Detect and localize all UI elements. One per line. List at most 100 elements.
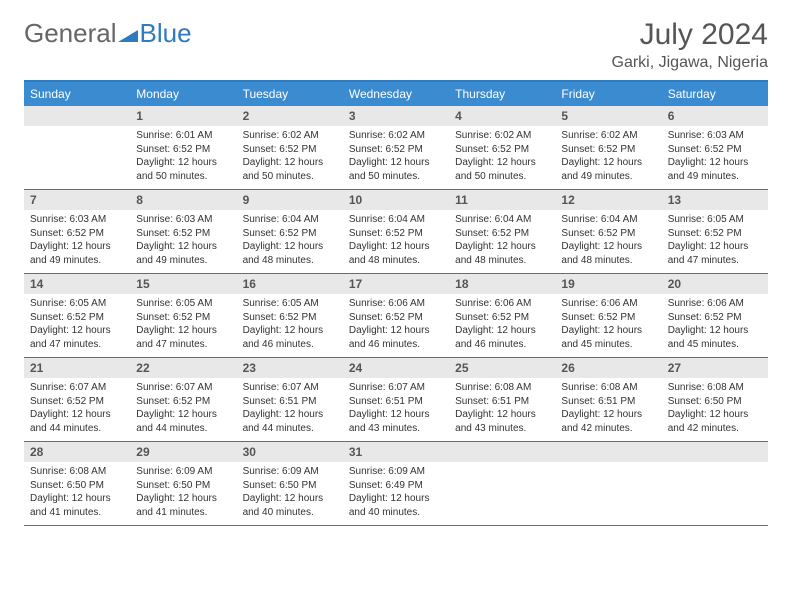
sunrise-text: Sunrise: 6:02 AM [561,129,655,143]
sunrise-text: Sunrise: 6:02 AM [349,129,443,143]
sunset-text: Sunset: 6:52 PM [668,143,762,157]
sunset-text: Sunset: 6:52 PM [30,395,124,409]
day-number: 11 [449,190,555,210]
page-header: General Blue July 2024 Garki, Jigawa, Ni… [24,18,768,72]
daylight-text: Daylight: 12 hours and 49 minutes. [30,240,124,267]
sunrise-text: Sunrise: 6:06 AM [668,297,762,311]
day-cell: Sunrise: 6:06 AMSunset: 6:52 PMDaylight:… [555,294,661,357]
day-cell [662,462,768,525]
day-number: 20 [662,274,768,294]
daylight-text: Daylight: 12 hours and 48 minutes. [561,240,655,267]
sunset-text: Sunset: 6:51 PM [455,395,549,409]
day-cell: Sunrise: 6:05 AMSunset: 6:52 PMDaylight:… [24,294,130,357]
sunset-text: Sunset: 6:52 PM [136,143,230,157]
daylight-text: Daylight: 12 hours and 50 minutes. [243,156,337,183]
day-cell: Sunrise: 6:09 AMSunset: 6:50 PMDaylight:… [237,462,343,525]
day-cell: Sunrise: 6:03 AMSunset: 6:52 PMDaylight:… [662,126,768,189]
week-block: 28293031Sunrise: 6:08 AMSunset: 6:50 PMD… [24,442,768,526]
sunrise-text: Sunrise: 6:03 AM [668,129,762,143]
sunset-text: Sunset: 6:52 PM [349,143,443,157]
sunrise-text: Sunrise: 6:02 AM [455,129,549,143]
sunset-text: Sunset: 6:50 PM [243,479,337,493]
sunrise-text: Sunrise: 6:05 AM [136,297,230,311]
day-number: 1 [130,106,236,126]
day-cell: Sunrise: 6:02 AMSunset: 6:52 PMDaylight:… [343,126,449,189]
daylight-text: Daylight: 12 hours and 48 minutes. [243,240,337,267]
day-cell: Sunrise: 6:04 AMSunset: 6:52 PMDaylight:… [555,210,661,273]
day-number: 15 [130,274,236,294]
dayhead-fri: Friday [555,82,661,106]
day-number: 30 [237,442,343,462]
daylight-text: Daylight: 12 hours and 40 minutes. [243,492,337,519]
sunrise-text: Sunrise: 6:08 AM [455,381,549,395]
day-number [449,442,555,462]
day-number: 10 [343,190,449,210]
day-number [555,442,661,462]
dayhead-mon: Monday [130,82,236,106]
sunset-text: Sunset: 6:51 PM [561,395,655,409]
day-number: 26 [555,358,661,378]
day-number: 2 [237,106,343,126]
day-cell: Sunrise: 6:06 AMSunset: 6:52 PMDaylight:… [343,294,449,357]
day-cell: Sunrise: 6:07 AMSunset: 6:52 PMDaylight:… [130,378,236,441]
daylight-text: Daylight: 12 hours and 45 minutes. [668,324,762,351]
title-block: July 2024 Garki, Jigawa, Nigeria [612,18,769,72]
sunrise-text: Sunrise: 6:03 AM [136,213,230,227]
day-cell: Sunrise: 6:01 AMSunset: 6:52 PMDaylight:… [130,126,236,189]
day-cell: Sunrise: 6:07 AMSunset: 6:52 PMDaylight:… [24,378,130,441]
sunset-text: Sunset: 6:52 PM [455,311,549,325]
dayhead-wed: Wednesday [343,82,449,106]
daylight-text: Daylight: 12 hours and 48 minutes. [349,240,443,267]
day-cell [555,462,661,525]
daynum-row: 28293031 [24,442,768,462]
daylight-text: Daylight: 12 hours and 44 minutes. [136,408,230,435]
day-number: 13 [662,190,768,210]
day-number: 6 [662,106,768,126]
daylight-text: Daylight: 12 hours and 46 minutes. [349,324,443,351]
sunrise-text: Sunrise: 6:05 AM [243,297,337,311]
sunset-text: Sunset: 6:49 PM [349,479,443,493]
day-cell: Sunrise: 6:06 AMSunset: 6:52 PMDaylight:… [449,294,555,357]
day-number: 14 [24,274,130,294]
sunrise-text: Sunrise: 6:08 AM [30,465,124,479]
day-cell: Sunrise: 6:02 AMSunset: 6:52 PMDaylight:… [449,126,555,189]
sunrise-text: Sunrise: 6:03 AM [30,213,124,227]
day-number: 18 [449,274,555,294]
sunrise-text: Sunrise: 6:05 AM [668,213,762,227]
daylight-text: Daylight: 12 hours and 49 minutes. [668,156,762,183]
sunrise-text: Sunrise: 6:07 AM [136,381,230,395]
week-block: 21222324252627Sunrise: 6:07 AMSunset: 6:… [24,358,768,442]
sunrise-text: Sunrise: 6:04 AM [243,213,337,227]
day-cell: Sunrise: 6:09 AMSunset: 6:49 PMDaylight:… [343,462,449,525]
sunset-text: Sunset: 6:50 PM [30,479,124,493]
day-number: 3 [343,106,449,126]
day-cell: Sunrise: 6:08 AMSunset: 6:51 PMDaylight:… [555,378,661,441]
daylight-text: Daylight: 12 hours and 43 minutes. [455,408,549,435]
daylight-text: Daylight: 12 hours and 49 minutes. [136,240,230,267]
sunrise-text: Sunrise: 6:04 AM [561,213,655,227]
sunrise-text: Sunrise: 6:04 AM [455,213,549,227]
content-row: Sunrise: 6:05 AMSunset: 6:52 PMDaylight:… [24,294,768,357]
daynum-row: 21222324252627 [24,358,768,378]
day-number: 16 [237,274,343,294]
dayhead-tue: Tuesday [237,82,343,106]
weeks-container: 123456Sunrise: 6:01 AMSunset: 6:52 PMDay… [24,106,768,526]
day-cell: Sunrise: 6:05 AMSunset: 6:52 PMDaylight:… [130,294,236,357]
sunset-text: Sunset: 6:52 PM [561,311,655,325]
daylight-text: Daylight: 12 hours and 45 minutes. [561,324,655,351]
sunset-text: Sunset: 6:52 PM [136,395,230,409]
day-cell: Sunrise: 6:05 AMSunset: 6:52 PMDaylight:… [662,210,768,273]
daylight-text: Daylight: 12 hours and 42 minutes. [668,408,762,435]
day-number: 17 [343,274,449,294]
daylight-text: Daylight: 12 hours and 46 minutes. [243,324,337,351]
daynum-row: 14151617181920 [24,274,768,294]
sunset-text: Sunset: 6:52 PM [561,227,655,241]
sunset-text: Sunset: 6:50 PM [136,479,230,493]
day-cell: Sunrise: 6:04 AMSunset: 6:52 PMDaylight:… [237,210,343,273]
daylight-text: Daylight: 12 hours and 41 minutes. [30,492,124,519]
day-cell: Sunrise: 6:09 AMSunset: 6:50 PMDaylight:… [130,462,236,525]
day-cell [24,126,130,189]
sunrise-text: Sunrise: 6:08 AM [668,381,762,395]
sunset-text: Sunset: 6:51 PM [349,395,443,409]
sunset-text: Sunset: 6:52 PM [136,227,230,241]
